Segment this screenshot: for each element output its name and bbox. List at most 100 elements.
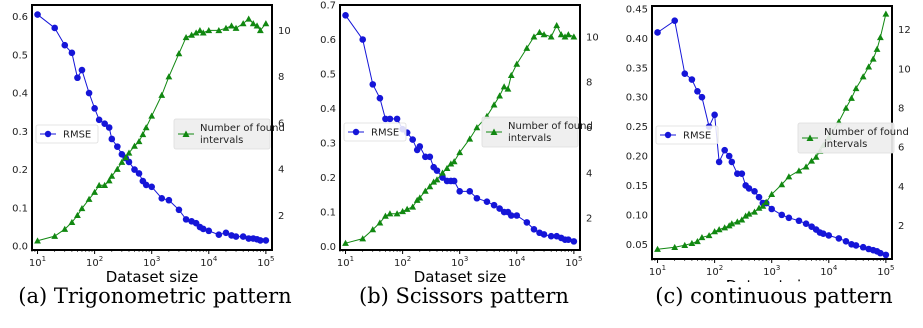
rmse-point — [165, 196, 173, 204]
rmse-point — [95, 116, 103, 124]
rmse-point — [426, 153, 434, 161]
x-tick-label: 102 — [706, 264, 723, 278]
intervals-point — [802, 163, 810, 170]
intervals-point — [95, 181, 103, 189]
rmse-point — [382, 115, 389, 123]
rmse-point — [135, 170, 143, 177]
intervals-point — [547, 33, 555, 40]
left-y-tick-label: 0.1 — [12, 203, 28, 214]
rmse-point — [523, 219, 531, 226]
x-tick-label: 103 — [143, 255, 160, 269]
rmse-point — [842, 238, 850, 245]
rmse-point — [433, 167, 441, 174]
left-y-tick-label: 0.6 — [12, 12, 28, 23]
rmse-point — [819, 230, 827, 237]
intervals-point — [61, 225, 69, 232]
legend-rmse-label: RMSE — [683, 131, 711, 142]
intervals-point — [192, 29, 200, 36]
intervals-point — [876, 33, 884, 41]
intervals-point — [456, 149, 464, 156]
rmse-point — [359, 36, 367, 43]
rmse-point — [422, 153, 429, 161]
rmse-point — [439, 174, 446, 181]
x-tick-label: 101 — [29, 255, 46, 269]
intervals-point — [188, 31, 196, 38]
intervals-point — [728, 220, 736, 227]
left-y-tick-label: 0.1 — [320, 208, 336, 219]
rmse-point — [490, 201, 498, 209]
intervals-point — [671, 243, 679, 250]
intervals-point — [386, 210, 394, 217]
intervals-point — [253, 22, 261, 29]
intervals-point — [105, 177, 113, 184]
intervals-point — [852, 84, 860, 92]
rmse-point — [142, 181, 150, 189]
left-y-tick-label: 0.2 — [12, 165, 28, 176]
x-tick-label: 103 — [451, 255, 468, 269]
rmse-point — [78, 66, 86, 74]
rmse-point — [694, 88, 701, 95]
rmse-point — [205, 227, 213, 235]
intervals-point — [74, 211, 81, 219]
intervals-point — [148, 112, 156, 119]
rmse-point — [158, 195, 166, 202]
intervals-point — [500, 83, 508, 90]
intervals-point — [393, 210, 401, 217]
rmse-point — [409, 136, 416, 143]
left-y-tick-label: 0.2 — [320, 173, 336, 184]
rmse-point — [199, 225, 207, 233]
intervals-point — [721, 224, 729, 231]
intervals-point — [430, 178, 438, 185]
x-axis-label: Dataset size — [726, 277, 819, 282]
intervals-point — [536, 28, 543, 35]
rmse-point — [473, 194, 481, 202]
intervals-point — [450, 158, 458, 165]
rmse-point — [386, 115, 394, 123]
rmse-point — [570, 238, 578, 245]
legend-intervals-label-2: intervals — [824, 139, 867, 150]
intervals-point — [175, 50, 183, 57]
rmse-point — [131, 166, 138, 173]
intervals-point — [215, 27, 223, 34]
intervals-point — [245, 15, 253, 22]
rmse-point — [61, 41, 69, 49]
intervals-point — [785, 173, 793, 180]
intervals-point — [122, 154, 130, 161]
intervals-point — [249, 20, 257, 27]
rmse-point — [182, 216, 190, 223]
rmse-point — [745, 185, 753, 192]
intervals-point — [262, 20, 270, 27]
intervals-point — [808, 157, 816, 164]
intervals-point — [34, 237, 41, 244]
intervals-point — [496, 92, 504, 99]
x-tick-label: 104 — [508, 255, 526, 269]
intervals-point — [142, 124, 150, 131]
intervals-point — [359, 235, 367, 242]
intervals-point — [762, 198, 770, 205]
left-y-tick-label: 0.40 — [626, 34, 648, 45]
intervals-point — [705, 232, 713, 239]
intervals-point — [68, 218, 76, 225]
left-y-tick-label: 0.6 — [320, 35, 336, 46]
intervals-point — [165, 73, 173, 80]
right-y-tick-label: 8 — [278, 72, 284, 83]
rmse-point — [711, 111, 718, 119]
caption-b: (b) Scissors pattern — [359, 284, 569, 308]
left-y-tick-label: 0.0 — [12, 242, 28, 253]
left-y-tick-label: 0.45 — [626, 4, 648, 15]
rmse-point — [835, 235, 843, 242]
x-tick-label: 101 — [337, 255, 354, 269]
legend-intervals-label: Number of found — [508, 121, 593, 132]
rmse-point — [369, 81, 377, 88]
intervals-point — [738, 216, 746, 223]
intervals-point — [376, 219, 384, 226]
intervals-point — [196, 27, 204, 34]
intervals-point — [523, 44, 531, 51]
intervals-point — [768, 190, 776, 197]
intervals-point — [812, 153, 820, 160]
intervals-point — [865, 63, 873, 70]
left-y-tick-label: 0.5 — [12, 50, 28, 61]
rmse-point — [232, 233, 240, 240]
rmse-point — [466, 188, 474, 195]
